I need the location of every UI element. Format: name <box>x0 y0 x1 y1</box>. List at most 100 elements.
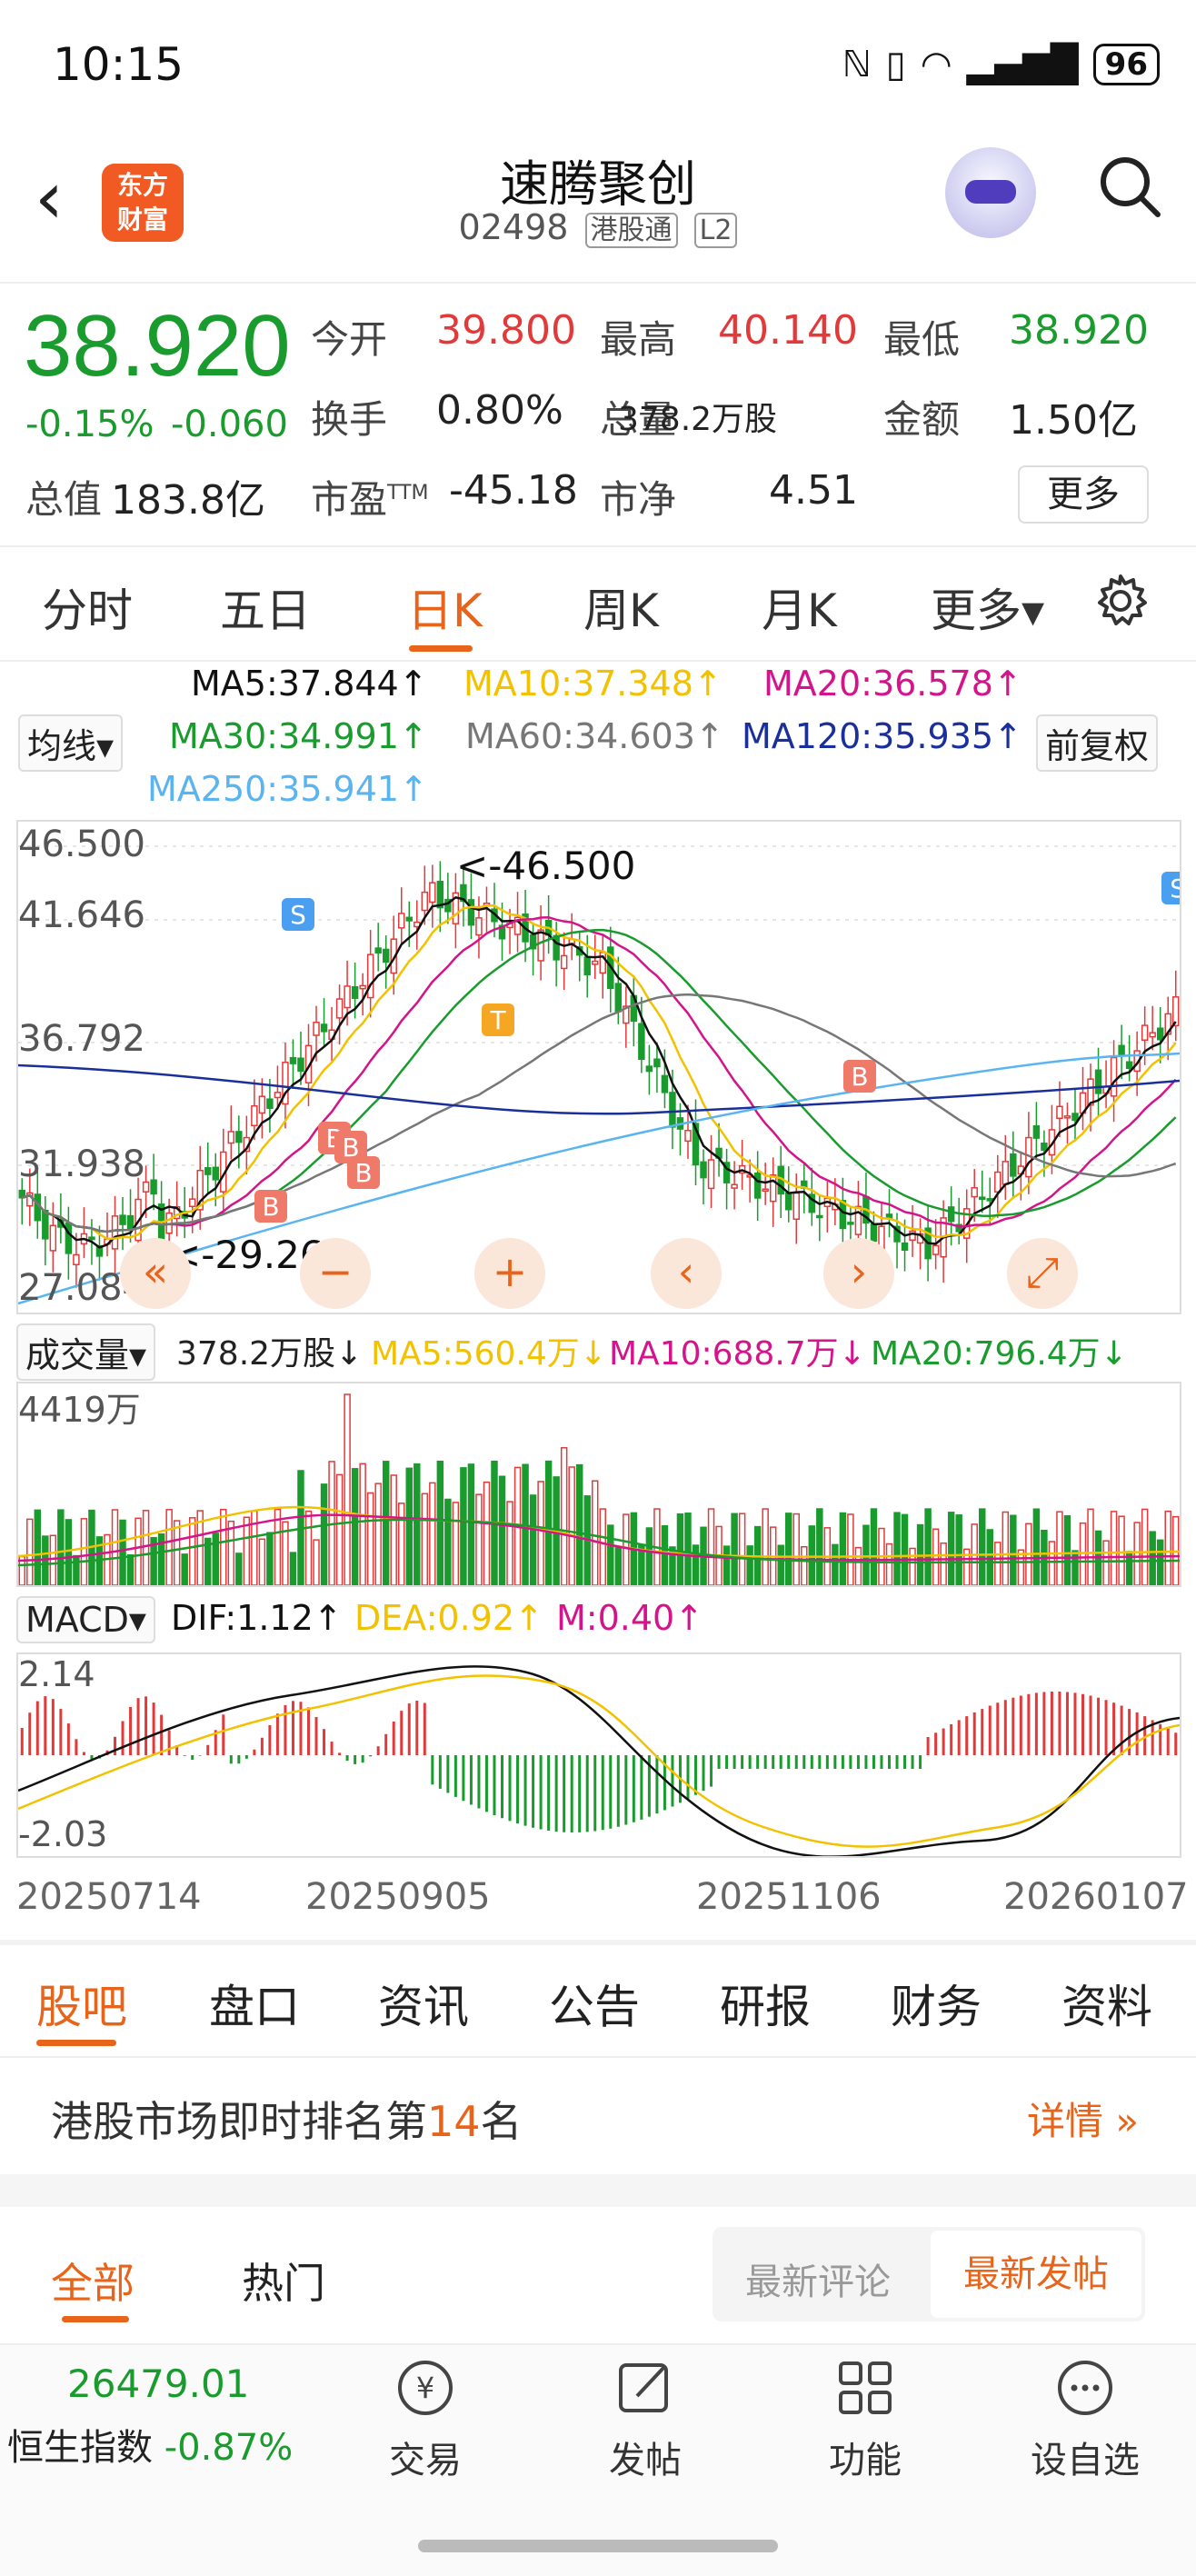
chart-control-button[interactable]: − <box>300 1238 371 1309</box>
chart-control-button[interactable]: « <box>120 1238 191 1309</box>
content-tab[interactable]: 财务 <box>891 1981 982 2033</box>
feed-tab-hot[interactable]: 热门 <box>242 2259 325 2308</box>
candle-body <box>1071 1113 1079 1122</box>
candle-body <box>808 1193 816 1213</box>
candle-body <box>49 1224 57 1252</box>
volume-bar <box>126 1553 135 1585</box>
candle-body <box>196 1169 204 1211</box>
candle-body <box>1063 1115 1071 1119</box>
volume-bar <box>282 1521 289 1585</box>
candle-body <box>762 1188 769 1193</box>
candle-body <box>870 1223 878 1243</box>
candle-body <box>1110 1056 1118 1097</box>
pb-label: 市净 <box>600 477 677 522</box>
macd-dea-line <box>18 1674 1180 1848</box>
pe-value: -45.18 <box>449 467 578 514</box>
volume-indicator-select[interactable]: 成交量▾ <box>16 1323 156 1381</box>
candle-body <box>65 1222 73 1254</box>
ma5-legend: MA5:37.844↑ <box>191 664 428 704</box>
candle-body <box>452 892 460 924</box>
content-tab[interactable]: 盘口 <box>209 1981 300 2033</box>
macd-indicator-select[interactable]: MACD▾ <box>16 1596 155 1643</box>
search-icon[interactable] <box>1096 153 1163 220</box>
period-tab[interactable]: 月K <box>762 584 837 637</box>
candle-body <box>405 916 413 922</box>
candle-body <box>839 1200 847 1230</box>
volume-bar <box>212 1533 219 1585</box>
quote-value: 40.140 <box>718 307 858 354</box>
volume-bar <box>1149 1531 1156 1585</box>
adjust-select[interactable]: 前复权 <box>1036 714 1159 772</box>
price-axis-label: 36.792 <box>18 1018 145 1060</box>
content-tab[interactable]: 研报 <box>720 1981 811 2033</box>
volume-bar <box>57 1509 65 1585</box>
stock-code: 02498 <box>458 207 569 247</box>
candle-body <box>42 1210 49 1240</box>
divider <box>0 545 1196 547</box>
volume-bar <box>181 1553 188 1585</box>
candle-body <box>126 1214 135 1230</box>
candlestick-chart[interactable]: SSBBBBBT <box>16 820 1181 1314</box>
candle-body <box>73 1253 80 1266</box>
gear-icon[interactable] <box>1091 571 1151 631</box>
price-axis-label: 41.646 <box>18 894 145 936</box>
candle-body <box>1156 1027 1164 1041</box>
more-metrics-button[interactable]: 更多 <box>1018 465 1149 524</box>
nav-functions[interactable]: 功能 <box>792 2354 938 2483</box>
volume-bar <box>940 1542 947 1585</box>
period-tab[interactable]: 日K <box>407 584 483 637</box>
chart-control-button[interactable]: › <box>823 1238 894 1309</box>
back-button[interactable]: ‹ <box>35 155 64 240</box>
assistant-avatar[interactable] <box>945 147 1036 238</box>
period-tab[interactable]: 周K <box>583 584 659 637</box>
nav-post[interactable]: 发帖 <box>573 2354 718 2483</box>
candle-body <box>421 891 429 912</box>
volume-bar <box>243 1516 251 1585</box>
rank-detail-link[interactable]: 详情 » <box>1027 2099 1140 2143</box>
chart-control-button[interactable]: + <box>474 1238 545 1309</box>
nav-add-watchlist[interactable]: 设自选 <box>1012 2354 1158 2483</box>
volume-bar <box>692 1544 700 1585</box>
content-tab[interactable]: 股吧 <box>36 1981 127 2033</box>
volume-bar <box>467 1463 475 1585</box>
ma250-legend: MA250:35.941↑ <box>147 769 428 809</box>
volume-bar <box>792 1513 800 1585</box>
period-tab[interactable]: 更多▾ <box>931 584 1045 637</box>
trade-marker: B <box>843 1060 876 1093</box>
volume-bar <box>414 1463 421 1585</box>
volume-bar <box>537 1481 544 1585</box>
ma-type-select[interactable]: 均线▾ <box>18 714 124 772</box>
home-indicator[interactable] <box>418 2540 778 2552</box>
volume-bar <box>1110 1511 1118 1585</box>
volume-bar <box>1156 1539 1164 1585</box>
candle-body <box>460 884 467 903</box>
sort-latest-post[interactable]: 最新发帖 <box>931 2231 1141 2318</box>
nav-trade[interactable]: ¥ 交易 <box>353 2354 498 2483</box>
volume-bar <box>777 1544 784 1585</box>
chart-control-button[interactable]: ⤢ <box>1007 1238 1078 1309</box>
candle-body <box>537 929 544 962</box>
volume-bar <box>460 1467 467 1585</box>
chart-control-button[interactable]: ‹ <box>651 1238 722 1309</box>
stock-name: 速腾聚创 <box>500 155 696 213</box>
period-tab[interactable]: 分时 <box>42 584 133 637</box>
content-tab[interactable]: 资料 <box>1061 1981 1152 2033</box>
hsi-label-row[interactable]: 恒生指数 -0.87% <box>7 2427 294 2469</box>
content-tab[interactable]: 公告 <box>549 1981 640 2033</box>
volume-bar <box>979 1508 986 1585</box>
quote-value: 38.920 <box>1009 307 1149 354</box>
feed-tab-all[interactable]: 全部 <box>51 2259 135 2308</box>
sort-latest-comment[interactable]: 最新评论 <box>745 2261 891 2303</box>
volume-bar <box>607 1524 614 1585</box>
volume-bar <box>374 1483 382 1585</box>
volume-bar <box>111 1509 119 1585</box>
nfc-icon: ℕ <box>842 44 872 85</box>
content-tab[interactable]: 资讯 <box>378 1981 469 2033</box>
volume-chart[interactable] <box>16 1382 1181 1587</box>
hsi-value[interactable]: 26479.01 <box>67 2361 250 2406</box>
macd-chart[interactable] <box>16 1652 1181 1858</box>
period-tab[interactable]: 五日 <box>220 584 311 637</box>
candle-body <box>212 1166 219 1181</box>
candle-body <box>344 985 351 1009</box>
macd-dea: DEA:0.92↑ <box>354 1598 543 1638</box>
